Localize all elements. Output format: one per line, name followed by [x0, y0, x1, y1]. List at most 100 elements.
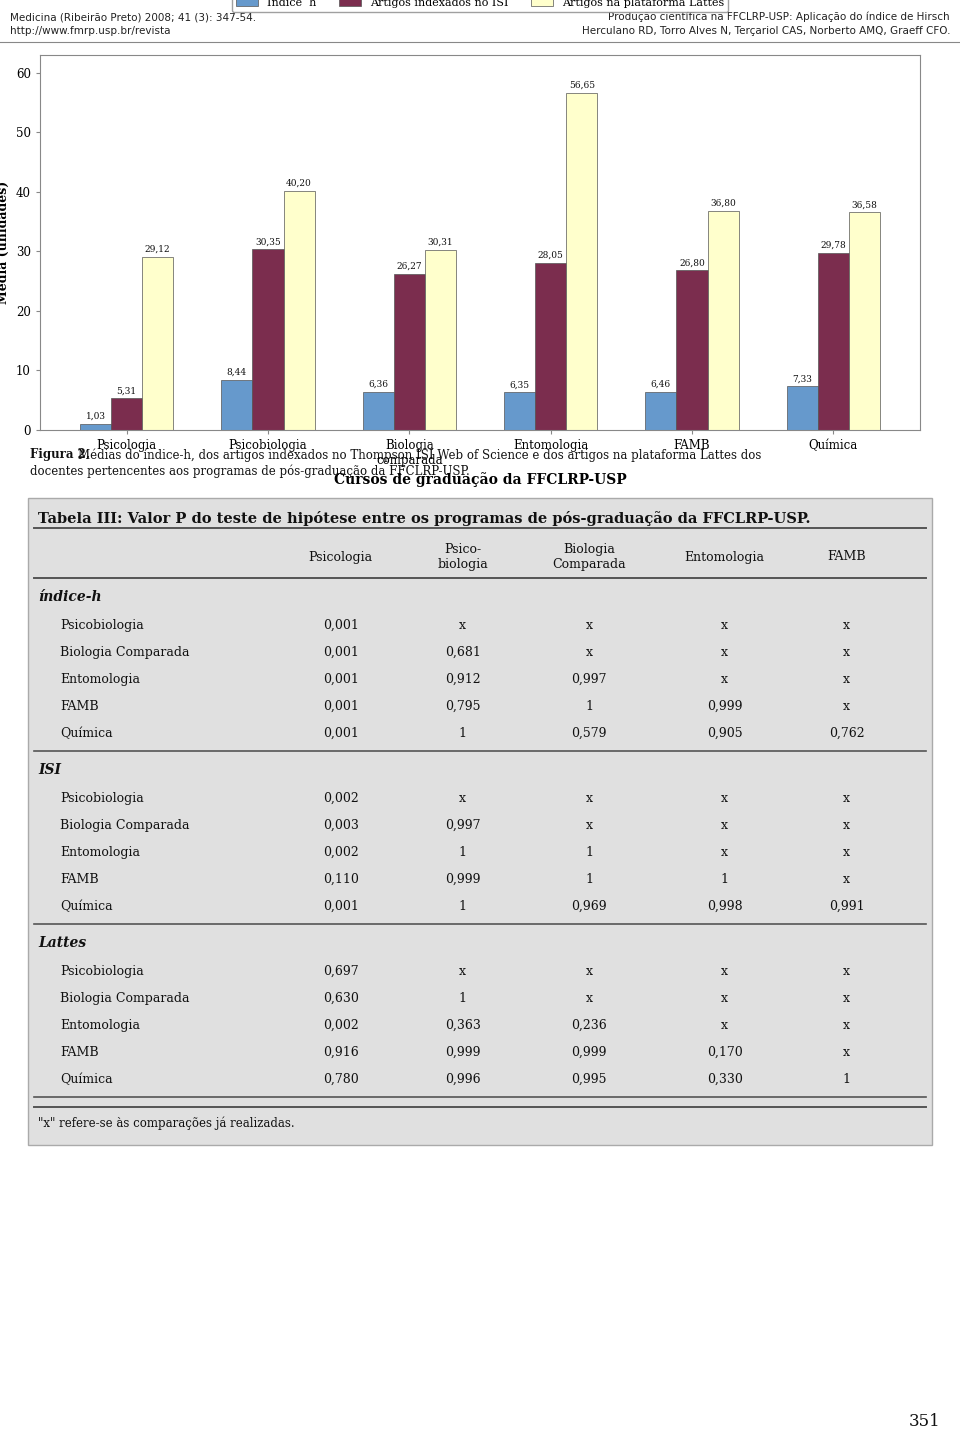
Bar: [252, 249, 283, 430]
Text: 0,002: 0,002: [323, 846, 358, 859]
Text: x: x: [586, 646, 592, 659]
Text: x: x: [721, 792, 729, 805]
Text: 0,916: 0,916: [323, 1045, 358, 1058]
Text: x: x: [843, 699, 851, 712]
Text: x: x: [843, 1045, 851, 1058]
Bar: [849, 213, 880, 430]
Text: 1: 1: [721, 873, 729, 886]
Y-axis label: Média (unidades): Média (unidades): [0, 181, 11, 304]
Text: x: x: [843, 792, 851, 805]
Text: 0,795: 0,795: [444, 699, 480, 712]
Text: 0,001: 0,001: [323, 901, 358, 914]
Text: Entomologia: Entomologia: [684, 550, 765, 563]
Text: 1: 1: [459, 992, 467, 1005]
Text: 0,002: 0,002: [323, 792, 358, 805]
Text: Entomologia: Entomologia: [60, 1019, 140, 1032]
Text: FAMB: FAMB: [60, 873, 99, 886]
Bar: [111, 398, 142, 430]
Text: 0,998: 0,998: [707, 901, 743, 914]
Text: 0,999: 0,999: [444, 873, 480, 886]
Text: 0,905: 0,905: [707, 727, 743, 740]
Text: 0,630: 0,630: [323, 992, 358, 1005]
Text: x: x: [721, 618, 729, 631]
Text: Medicina (Ribeirão Preto) 2008; 41 (3): 347-54.: Medicina (Ribeirão Preto) 2008; 41 (3): …: [10, 12, 256, 22]
Text: 0,363: 0,363: [444, 1019, 481, 1032]
Text: Química: Química: [60, 901, 112, 914]
Text: 1: 1: [459, 901, 467, 914]
Text: 0,969: 0,969: [571, 901, 607, 914]
Text: 6,36: 6,36: [369, 381, 388, 390]
Bar: [142, 256, 174, 430]
Text: 1: 1: [459, 727, 467, 740]
Text: x: x: [721, 846, 729, 859]
Text: 0,001: 0,001: [323, 646, 358, 659]
Bar: [677, 271, 708, 430]
Text: 0,997: 0,997: [571, 673, 607, 686]
Text: 8,44: 8,44: [227, 368, 247, 376]
Text: x: x: [459, 792, 467, 805]
Text: índice-h: índice-h: [38, 589, 102, 604]
Text: x: x: [459, 618, 467, 631]
Text: 0,999: 0,999: [444, 1045, 480, 1058]
FancyBboxPatch shape: [28, 498, 932, 1145]
Text: 0,170: 0,170: [707, 1045, 743, 1058]
Text: Biologia Comparada: Biologia Comparada: [60, 992, 189, 1005]
Text: 0,001: 0,001: [323, 699, 358, 712]
Bar: [425, 249, 456, 430]
Bar: [363, 392, 394, 430]
Text: Química: Química: [60, 727, 112, 740]
Bar: [786, 387, 818, 430]
Text: 0,236: 0,236: [571, 1019, 607, 1032]
Text: 1,03: 1,03: [85, 411, 106, 421]
Text: 1: 1: [843, 1073, 851, 1086]
Text: Entomologia: Entomologia: [60, 846, 140, 859]
Text: Herculano RD, Torro Alves N, Terçariol CAS, Norberto AMQ, Graeff CFO.: Herculano RD, Torro Alves N, Terçariol C…: [582, 26, 950, 36]
Text: x: x: [843, 846, 851, 859]
Text: Química: Química: [60, 1073, 112, 1086]
Text: x: x: [586, 792, 592, 805]
Text: x: x: [843, 673, 851, 686]
Text: x: x: [586, 820, 592, 833]
Text: Lattes: Lattes: [38, 935, 86, 950]
Text: x: x: [586, 618, 592, 631]
Text: Psicologia: Psicologia: [308, 550, 372, 563]
Text: 0,003: 0,003: [323, 820, 358, 833]
Text: x: x: [721, 964, 729, 977]
Bar: [818, 253, 849, 430]
Text: 5,31: 5,31: [116, 387, 136, 395]
Text: 6,46: 6,46: [651, 379, 671, 388]
Text: Psicobiologia: Psicobiologia: [60, 618, 144, 631]
Text: Tabela III: Valor P do teste de hipótese entre os programas de pós-graduação da : Tabela III: Valor P do teste de hipótese…: [38, 511, 810, 526]
Text: x: x: [843, 618, 851, 631]
Bar: [535, 264, 566, 430]
Bar: [283, 191, 315, 430]
Text: x: x: [843, 992, 851, 1005]
Bar: [394, 274, 425, 430]
Legend: Índice  h, Artigos indexados no ISI, Artigos na plataforma Lattes: Índice h, Artigos indexados no ISI, Arti…: [231, 0, 729, 13]
Text: 0,001: 0,001: [323, 727, 358, 740]
Text: 36,58: 36,58: [852, 200, 877, 210]
Text: x: x: [721, 820, 729, 833]
Text: http://www.fmrp.usp.br/revista: http://www.fmrp.usp.br/revista: [10, 26, 171, 36]
Text: 0,996: 0,996: [444, 1073, 480, 1086]
Text: x: x: [721, 1019, 729, 1032]
Text: 36,80: 36,80: [710, 198, 736, 209]
Text: x: x: [586, 964, 592, 977]
Text: 0,995: 0,995: [571, 1073, 607, 1086]
Bar: [566, 93, 597, 430]
Text: 1: 1: [459, 846, 467, 859]
Text: 0,579: 0,579: [571, 727, 607, 740]
Bar: [708, 211, 738, 430]
Text: Psicobiologia: Psicobiologia: [60, 964, 144, 977]
Text: ISI: ISI: [38, 763, 61, 778]
Text: x: x: [459, 964, 467, 977]
Text: 0,762: 0,762: [829, 727, 865, 740]
Text: 1: 1: [586, 699, 593, 712]
Text: x: x: [721, 646, 729, 659]
Text: x: x: [843, 820, 851, 833]
Text: Figura 2.: Figura 2.: [30, 447, 90, 460]
Text: x: x: [843, 646, 851, 659]
Text: 0,999: 0,999: [707, 699, 742, 712]
Text: 0,001: 0,001: [323, 673, 358, 686]
Text: 29,12: 29,12: [145, 245, 171, 253]
